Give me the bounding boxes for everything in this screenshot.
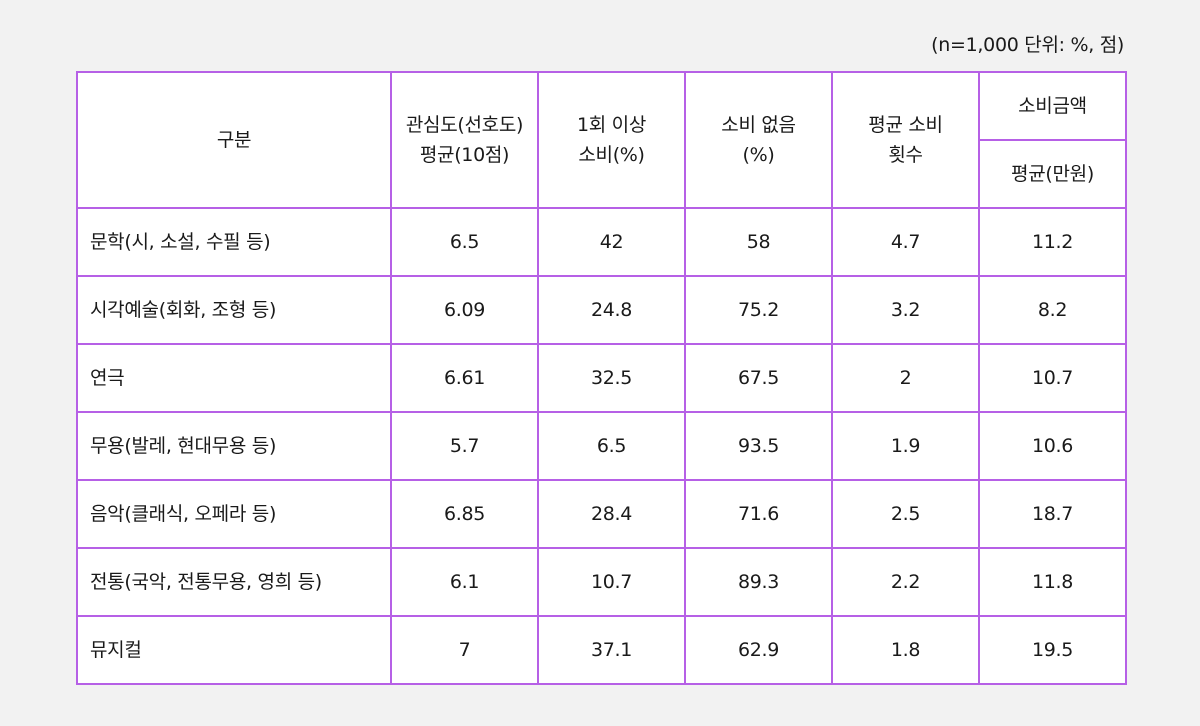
row-label: 문학(시, 소설, 수필 등) xyxy=(76,207,392,277)
row-label: 연극 xyxy=(76,343,392,413)
table-row: 무용(발레, 현대무용 등) 5.7 6.5 93.5 1.9 10.6 xyxy=(76,411,1127,481)
cell-interest: 6.09 xyxy=(390,275,539,345)
cell-amount: 10.6 xyxy=(978,411,1127,481)
consumption-table: 구분 관심도(선호도) 평균(10점) 1회 이상 소비(%) 소비 없음 (%… xyxy=(76,71,1127,685)
header-none-line1: 소비 없음 xyxy=(721,114,796,136)
header-avg-count: 평균 소비 횟수 xyxy=(831,71,980,209)
table-row: 음악(클래식, 오페라 등) 6.85 28.4 71.6 2.5 18.7 xyxy=(76,479,1127,549)
row-label: 전통(국악, 전통무용, 영희 등) xyxy=(76,547,392,617)
row-label: 뮤지컬 xyxy=(76,615,392,685)
cell-interest: 7 xyxy=(390,615,539,685)
cell-none: 71.6 xyxy=(684,479,833,549)
table-row: 문학(시, 소설, 수필 등) 6.5 42 58 4.7 11.2 xyxy=(76,207,1127,277)
cell-avg-count: 2 xyxy=(831,343,980,413)
header-interest: 관심도(선호도) 평균(10점) xyxy=(390,71,539,209)
cell-amount: 18.7 xyxy=(978,479,1127,549)
header-none-line2: (%) xyxy=(742,144,775,166)
table-header: 구분 관심도(선호도) 평균(10점) 1회 이상 소비(%) 소비 없음 (%… xyxy=(76,71,1127,209)
cell-once: 28.4 xyxy=(537,479,686,549)
cell-once: 32.5 xyxy=(537,343,686,413)
header-once-line1: 1회 이상 xyxy=(576,114,647,136)
cell-amount: 11.8 xyxy=(978,547,1127,617)
cell-none: 58 xyxy=(684,207,833,277)
cell-interest: 6.1 xyxy=(390,547,539,617)
cell-none: 75.2 xyxy=(684,275,833,345)
cell-once: 24.8 xyxy=(537,275,686,345)
table-row: 전통(국악, 전통무용, 영희 등) 6.1 10.7 89.3 2.2 11.… xyxy=(76,547,1127,617)
header-once: 1회 이상 소비(%) xyxy=(537,71,686,209)
header-category: 구분 xyxy=(76,71,392,209)
cell-none: 89.3 xyxy=(684,547,833,617)
cell-none: 93.5 xyxy=(684,411,833,481)
cell-once: 6.5 xyxy=(537,411,686,481)
table-row: 뮤지컬 7 37.1 62.9 1.8 19.5 xyxy=(76,615,1127,685)
cell-avg-count: 1.9 xyxy=(831,411,980,481)
cell-amount: 10.7 xyxy=(978,343,1127,413)
header-subrow: 평균(만원) xyxy=(77,139,1127,209)
header-once-line2: 소비(%) xyxy=(578,144,645,166)
cell-avg-count: 2.2 xyxy=(831,547,980,617)
cell-amount: 11.2 xyxy=(978,207,1127,277)
cell-interest: 6.61 xyxy=(390,343,539,413)
sample-unit-note: (n=1,000 단위: %, 점) xyxy=(931,34,1124,56)
cell-once: 10.7 xyxy=(537,547,686,617)
cell-none: 62.9 xyxy=(684,615,833,685)
cell-once: 37.1 xyxy=(537,615,686,685)
header-interest-line1: 관심도(선호도) xyxy=(405,114,524,136)
table-body: 문학(시, 소설, 수필 등) 6.5 42 58 4.7 11.2 시각예술(… xyxy=(76,207,1127,685)
header-avg-count-line1: 평균 소비 xyxy=(868,114,943,136)
cell-avg-count: 2.5 xyxy=(831,479,980,549)
header-row: 구분 관심도(선호도) 평균(10점) 1회 이상 소비(%) 소비 없음 (%… xyxy=(76,71,1127,209)
cell-none: 67.5 xyxy=(684,343,833,413)
header-avg-count-line2: 횟수 xyxy=(888,144,923,166)
cell-interest: 6.85 xyxy=(390,479,539,549)
cell-avg-count: 1.8 xyxy=(831,615,980,685)
header-amount-group: 소비금액 xyxy=(978,71,1127,141)
header-interest-line2: 평균(10점) xyxy=(419,144,510,166)
cell-interest: 5.7 xyxy=(390,411,539,481)
table-row: 연극 6.61 32.5 67.5 2 10.7 xyxy=(76,343,1127,413)
cell-avg-count: 3.2 xyxy=(831,275,980,345)
row-label: 무용(발레, 현대무용 등) xyxy=(76,411,392,481)
cell-amount: 8.2 xyxy=(978,275,1127,345)
header-amount-sub: 평균(만원) xyxy=(978,139,1127,209)
cell-once: 42 xyxy=(537,207,686,277)
header-none: 소비 없음 (%) xyxy=(684,71,833,209)
cell-avg-count: 4.7 xyxy=(831,207,980,277)
row-label: 시각예술(회화, 조형 등) xyxy=(76,275,392,345)
table-row: 시각예술(회화, 조형 등) 6.09 24.8 75.2 3.2 8.2 xyxy=(76,275,1127,345)
cell-amount: 19.5 xyxy=(978,615,1127,685)
row-label: 음악(클래식, 오페라 등) xyxy=(76,479,392,549)
cell-interest: 6.5 xyxy=(390,207,539,277)
